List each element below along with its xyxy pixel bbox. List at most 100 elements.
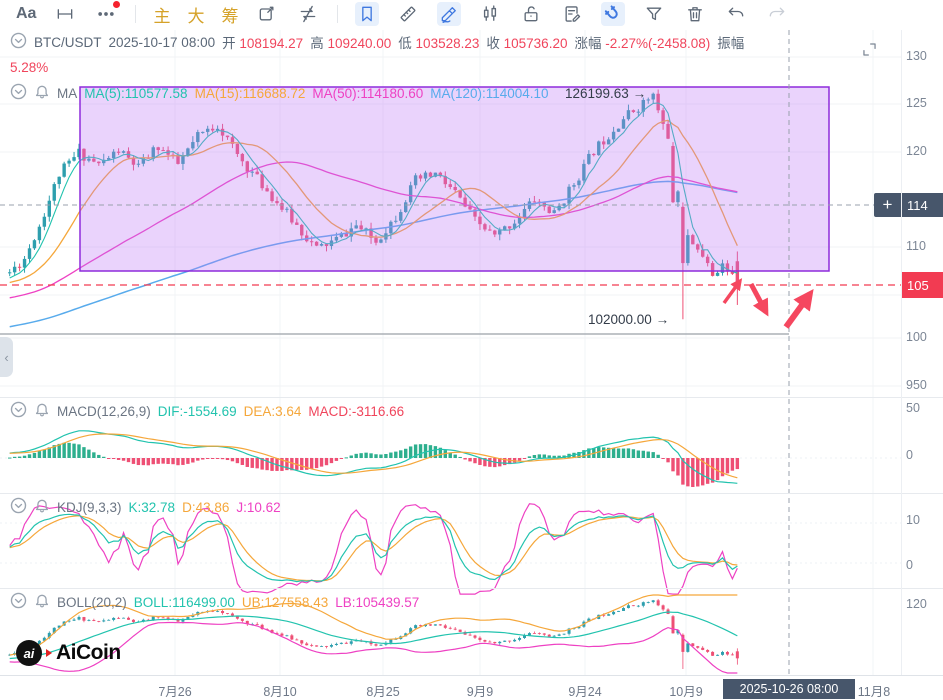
chevron-down-circle-icon[interactable] xyxy=(10,592,27,612)
left-collapse-handle[interactable]: ‹ xyxy=(0,337,13,377)
peak-price-annotation[interactable]: 126199.63 → xyxy=(565,86,647,101)
ma-title[interactable]: MA xyxy=(57,85,78,101)
redo-icon[interactable] xyxy=(765,2,789,26)
ma50-value: MA(50):114180.60 xyxy=(312,85,424,101)
change-label: 涨幅 xyxy=(574,36,602,51)
kline-edit-icon[interactable] xyxy=(255,2,279,26)
drawn-arrow-up-2[interactable] xyxy=(783,289,814,329)
logo-triangle xyxy=(46,649,52,657)
chevron-down-circle-icon[interactable] xyxy=(10,497,27,517)
ma15-value: MA(15):116688.72 xyxy=(194,85,306,101)
x-axis-label: 10月9 xyxy=(669,685,703,699)
chevron-down-circle-icon[interactable] xyxy=(10,83,27,103)
undo-icon[interactable] xyxy=(724,2,748,26)
close-value: 105736.20 xyxy=(503,36,568,51)
crosshair-time-badge: 2025-10-26 08:00 xyxy=(723,679,855,699)
drawn-arrow-down[interactable] xyxy=(748,282,769,317)
high-value: 109240.00 xyxy=(327,36,392,51)
x-axis-label: 8月25 xyxy=(366,685,400,699)
kdj-j-value: J:10.62 xyxy=(236,499,281,515)
candle-datetime: 2025-10-17 08:00 xyxy=(108,34,216,50)
y-axis-label: 100 xyxy=(906,330,927,344)
magnet-icon[interactable] xyxy=(601,2,626,26)
logo-text: AiCoin xyxy=(56,641,121,664)
open-value: 108194.27 xyxy=(239,36,304,51)
aicoin-logo: ai AiCoin xyxy=(16,640,121,666)
kdj-panel-series xyxy=(9,503,738,595)
macd-title[interactable]: MACD(12,26,9) xyxy=(57,403,151,419)
kdj-title[interactable]: KDJ(9,3,3) xyxy=(57,499,122,515)
more-options-icon[interactable] xyxy=(94,1,121,26)
logo-mark: ai xyxy=(16,640,42,666)
toolbar-divider xyxy=(337,5,339,23)
drawing-toolbar: Aa 主 大 筹 xyxy=(0,0,943,28)
macd-dea-value: DEA:3.64 xyxy=(243,403,302,419)
ruler-icon[interactable] xyxy=(396,2,420,26)
x-axis-label: 9月9 xyxy=(466,685,494,699)
crosshair-price-badge: 114 xyxy=(902,193,943,217)
compare-lines-icon[interactable] xyxy=(296,2,320,26)
close-label: 收 xyxy=(486,36,500,51)
ma5-value: MA(5):110577.58 xyxy=(84,85,188,101)
chips-tab[interactable]: 筹 xyxy=(221,6,239,26)
bookmark-tool-icon[interactable] xyxy=(355,2,380,26)
drawn-arrow-up-1[interactable] xyxy=(722,278,743,305)
y-axis-label: 0 xyxy=(906,558,913,572)
notification-dot xyxy=(113,1,121,8)
draw-pen-icon[interactable] xyxy=(437,2,462,26)
macd-dif-value: DIF:-1554.69 xyxy=(157,403,237,419)
low-value: 103528.23 xyxy=(415,36,480,51)
boll-indicator-header: BOLL(20,2) BOLL:116499.00 UB:127558.43 L… xyxy=(10,592,419,612)
alert-bell-icon[interactable] xyxy=(34,593,50,612)
note-edit-icon[interactable] xyxy=(560,2,584,26)
y-axis-label: 50 xyxy=(906,401,920,415)
alert-bell-icon[interactable] xyxy=(34,84,50,103)
macd-macd-value: MACD:-3116.66 xyxy=(308,403,405,419)
drawn-rectangle-annotation[interactable] xyxy=(79,86,830,272)
x-axis-label: 7月26 xyxy=(158,685,192,699)
text-style-tool[interactable]: Aa xyxy=(16,5,37,22)
last-price-badge: 105 xyxy=(902,272,943,298)
unlock-icon[interactable] xyxy=(519,2,543,26)
y-axis-label: 0 xyxy=(906,448,913,462)
change-value: -2.27%(-2458.08) xyxy=(605,36,711,51)
low-price-annotation[interactable]: 102000.00 → xyxy=(588,312,670,327)
low-label: 低 xyxy=(398,36,412,51)
main-chart-tab[interactable]: 主 xyxy=(153,6,171,26)
kdj-indicator-header: KDJ(9,3,3) K:32.78 D:43.86 J:10.62 xyxy=(10,497,281,517)
boll-ub-value: UB:127558.43 xyxy=(241,594,329,610)
candlestick-icon[interactable] xyxy=(478,2,502,26)
symbol-label[interactable]: BTC/USDT xyxy=(34,34,102,50)
kdj-k-value: K:32.78 xyxy=(128,499,176,515)
y-axis-label: 125 xyxy=(906,96,927,110)
ma-indicator-header: MA MA(5):110577.58 MA(15):116688.72 MA(5… xyxy=(10,83,549,103)
measure-width-icon[interactable] xyxy=(53,2,77,26)
ma120-value: MA(120):114004.10 xyxy=(430,85,549,101)
boll-mid-value: BOLL:116499.00 xyxy=(133,594,235,610)
alert-bell-icon[interactable] xyxy=(34,498,50,517)
toolbar-divider xyxy=(135,5,137,23)
y-axis-label: 110 xyxy=(906,239,926,253)
chevron-down-circle-icon[interactable] xyxy=(10,32,27,52)
boll-title[interactable]: BOLL(20,2) xyxy=(57,594,127,610)
x-axis-label: 8月10 xyxy=(263,685,297,699)
filter-icon[interactable] xyxy=(642,2,666,26)
large-chart-tab[interactable]: 大 xyxy=(187,6,205,26)
chevron-down-circle-icon[interactable] xyxy=(10,401,27,421)
trash-icon[interactable] xyxy=(683,2,707,26)
macd-indicator-header: MACD(12,26,9) DIF:-1554.69 DEA:3.64 MACD… xyxy=(10,401,404,421)
amplitude-value: 5.28% xyxy=(10,60,49,75)
y-axis-label: 120 xyxy=(906,597,927,611)
x-axis-label: 9月24 xyxy=(568,685,602,699)
ohlc-header: BTC/USDT 2025-10-17 08:00 开 108194.27 高 … xyxy=(10,32,744,52)
alert-bell-icon[interactable] xyxy=(34,402,50,421)
macd-panel-series xyxy=(8,430,740,487)
y-axis-label: 10 xyxy=(906,513,920,527)
expand-corner-icon[interactable] xyxy=(860,40,879,64)
y-axis-label: 950 xyxy=(906,378,927,392)
crosshair-add-button[interactable]: + xyxy=(874,193,901,217)
open-label: 开 xyxy=(222,36,236,51)
high-label: 高 xyxy=(310,36,324,51)
